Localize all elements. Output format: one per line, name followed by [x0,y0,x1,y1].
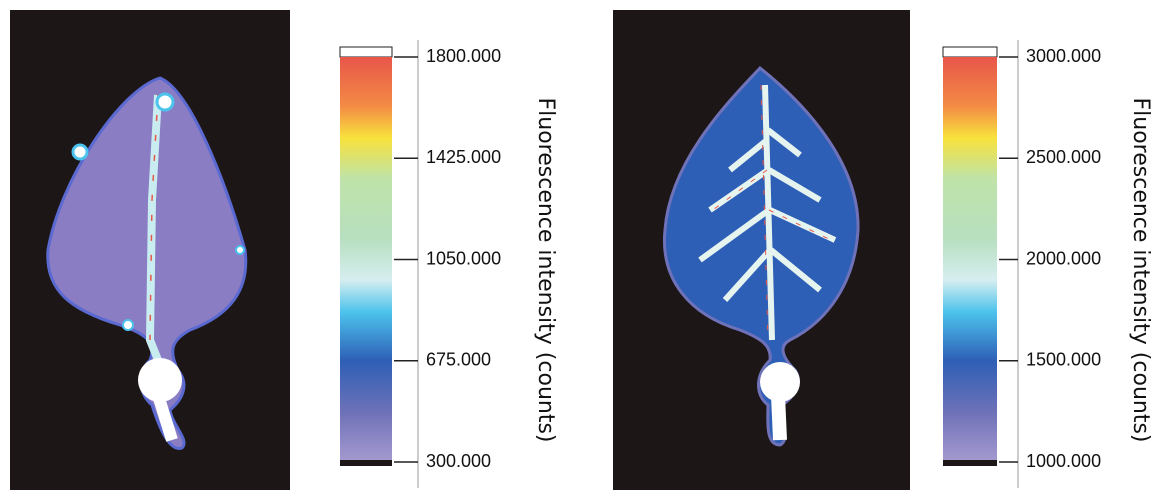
leaf-spot [123,320,133,330]
tick-label: 1800.000 [426,46,501,66]
tick-label: 1500.000 [1026,350,1101,370]
leaf-stem [778,395,780,440]
leaf-spot [73,145,87,159]
tick-label: 1425.000 [426,147,501,167]
colorbar-label: Fluorescence intensity (counts) [1128,98,1153,443]
tick-label: 1050.000 [426,248,501,268]
tick-label: 300.000 [426,451,491,471]
colorbar-bottom [943,460,997,466]
colorbar-bottom [340,460,392,466]
leaf-spot [157,94,173,110]
colorbar [943,57,997,462]
leaf-spot [236,246,244,254]
tick-label: 2500.000 [1026,147,1101,167]
figure: 300.000 675.000 1050.000 1425.000 1800.000 Fl… [0,0,1160,491]
tick-label: 3000.000 [1026,46,1101,66]
page: 300.000 675.000 1050.000 1425.000 1800.000 Fl… [0,0,1160,491]
tick-label: 2000.000 [1026,248,1101,268]
tick-label: 1000.000 [1026,451,1101,471]
colorbar-label: Fluorescence intensity (counts) [533,98,558,443]
tick-label: 675.000 [426,350,491,370]
colorbar-top [340,47,392,57]
colorbar [340,57,392,462]
colorbar-top [943,47,997,57]
